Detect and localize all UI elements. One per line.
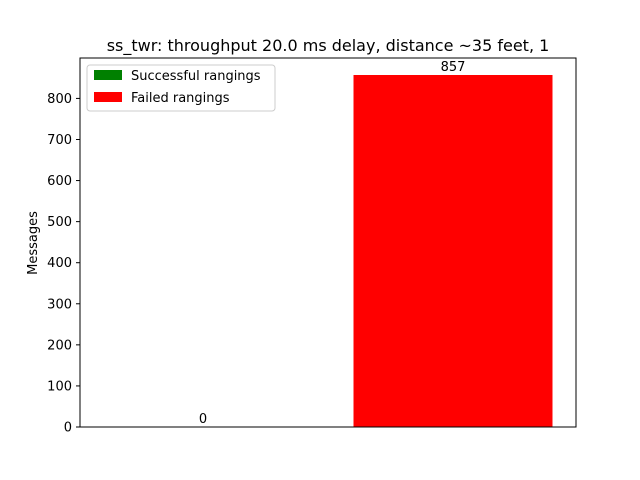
- y-tick-label: 200: [47, 338, 72, 353]
- y-tick-label: 0: [64, 421, 72, 436]
- y-tick-label: 600: [47, 174, 72, 189]
- y-tick-label: 400: [47, 256, 72, 271]
- legend-swatch-failed: [94, 92, 122, 102]
- legend-swatch-successful: [94, 70, 122, 80]
- bar-value-label-0: 0: [199, 412, 207, 427]
- bars-layer: [353, 75, 553, 427]
- y-tick-label: 300: [47, 297, 72, 312]
- legend-box: [86, 64, 276, 112]
- y-tick-label: 100: [47, 379, 72, 394]
- bar-value-label-1: 857: [441, 60, 466, 75]
- bar-labels-layer: 0 857: [199, 60, 466, 427]
- legend-label-successful: Successful rangings: [131, 69, 261, 84]
- y-axis-label: Messages: [26, 211, 41, 275]
- y-tick-label: 700: [47, 133, 72, 148]
- plot-frame: [79, 57, 577, 428]
- legend: Successful rangings Failed rangings: [86, 64, 276, 112]
- y-tick-label: 800: [47, 92, 72, 107]
- y-axis: 0 100 200 300 400 500 600 700 800: [47, 92, 80, 436]
- y-tick-label: 500: [47, 215, 72, 230]
- chart-title: ss_twr: throughput 20.0 ms delay, distan…: [107, 36, 550, 56]
- bar-failed-1: [353, 75, 553, 427]
- legend-label-failed: Failed rangings: [131, 91, 230, 106]
